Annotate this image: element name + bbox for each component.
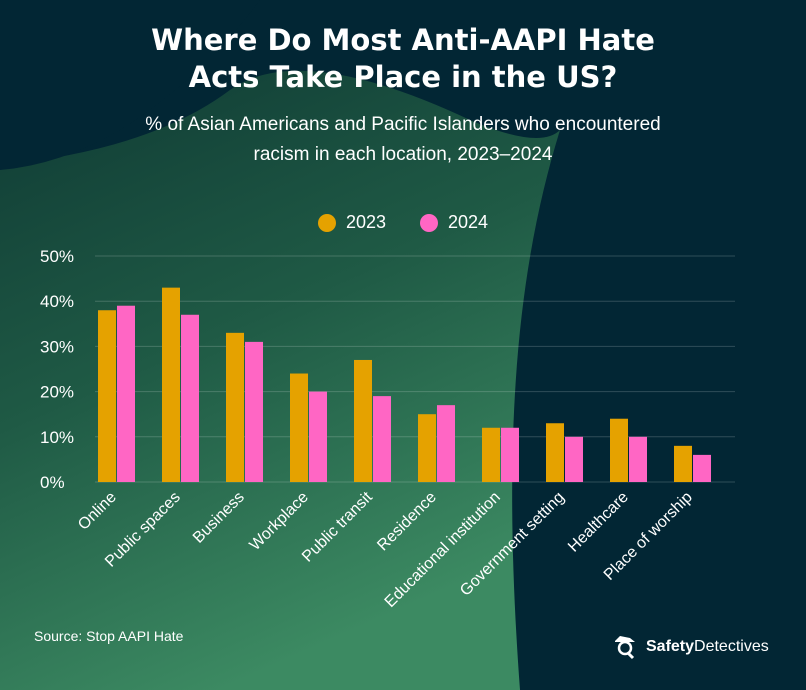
y-tick-label: 50% [40,247,74,266]
bar-2024 [181,314,199,482]
bar-2023 [226,332,244,482]
x-tick-label: Workplace [247,489,312,554]
bar-2024 [117,305,135,482]
legend-swatch-2024 [420,213,438,232]
x-tick-label: Healthcare [565,489,632,556]
bar-2024 [565,436,583,482]
legend-item-2024: 2024 [420,212,488,233]
subtitle-line-2: racism in each location, 2023–2024 [253,144,553,165]
y-tick-label: 20% [40,383,74,402]
legend-label-2023: 2023 [345,212,386,232]
bar-2023 [290,373,308,482]
title-line-1: Where Do Most Anti-AAPI Hate [151,23,655,57]
logo-text-regular: Detectives [694,638,769,655]
legend-item-2023: 2023 [317,212,386,233]
y-tick-label: 40% [40,292,74,311]
bar-2024 [245,341,263,482]
x-tick-label: Government setting [457,489,568,600]
title-line-2: Acts Take Place in the US? [188,60,618,94]
bar-2023 [610,418,628,482]
x-tick-label: Online [75,489,120,534]
chart-title: Where Do Most Anti-AAPI Hate Acts Take P… [0,22,806,96]
bar-2023 [418,414,436,482]
x-tick-label: Business [190,489,248,547]
chart-subtitle: % of Asian Americans and Pacific Islande… [60,110,746,170]
bar-2023 [482,427,500,482]
bar-2024 [373,396,391,482]
bar-2023 [354,359,372,482]
bar-2024 [501,427,519,482]
bar-2024 [437,405,455,482]
bar-2023 [674,445,692,482]
bar-2023 [546,423,564,482]
y-tick-label: 30% [40,337,74,356]
legend: 2023 2024 [0,212,806,233]
y-tick-label: 0% [40,473,65,492]
detective-hat-icon [615,636,635,660]
source-note: Source: Stop AAPI Hate [34,628,184,644]
bar-2024 [309,391,327,482]
x-tick-label: Residence [374,489,440,555]
y-tick-label: 10% [40,428,74,447]
subtitle-line-1: % of Asian Americans and Pacific Islande… [145,114,661,135]
legend-swatch-2023 [317,213,336,232]
logo-text-bold: Safety [646,638,695,655]
bar-2024 [629,436,647,482]
bar-2024 [693,454,711,482]
bar-2023 [98,310,116,482]
safety-detectives-logo: SafetyDetectives [612,634,769,660]
legend-label-2024: 2024 [448,212,489,232]
bar-2023 [162,287,180,482]
x-tick-label: Educational institution [382,489,504,611]
